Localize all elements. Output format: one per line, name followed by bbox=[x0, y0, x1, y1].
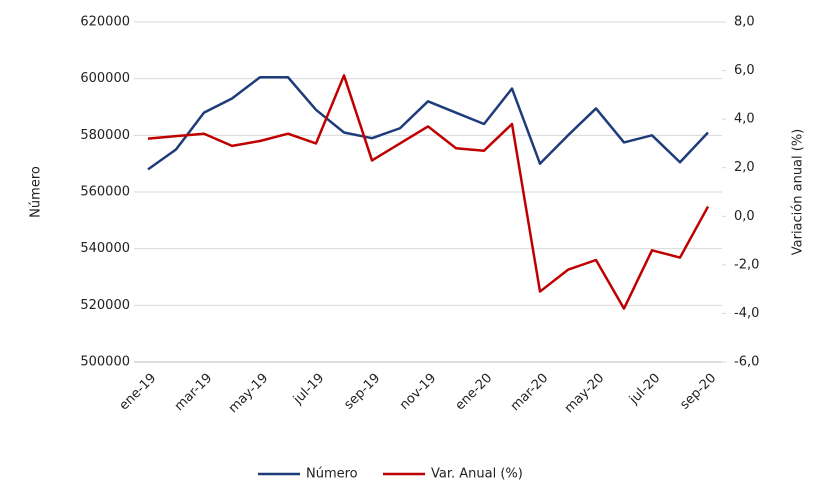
y2-tick-label: -4,0 bbox=[734, 306, 759, 321]
y-tick-label: 620000 bbox=[80, 15, 130, 30]
y2-axis-title: Variación anual (%) bbox=[791, 129, 806, 256]
x-tick-label: jul-20 bbox=[626, 371, 663, 408]
y2-tick-label: -6,0 bbox=[734, 355, 759, 370]
y2-tick-label: 2,0 bbox=[734, 160, 755, 175]
legend-label: Var. Anual (%) bbox=[431, 467, 523, 482]
y2-tick-label: 8,0 bbox=[734, 15, 755, 30]
y2-tick-label: 0,0 bbox=[734, 209, 755, 224]
y-tick-label: 580000 bbox=[80, 128, 130, 143]
y2-tick-label: 6,0 bbox=[734, 63, 755, 78]
line bbox=[147, 76, 709, 171]
y-tick-label: 540000 bbox=[80, 241, 130, 256]
y-tick-label: 500000 bbox=[80, 355, 130, 370]
x-tick-label: sep-19 bbox=[341, 371, 383, 413]
y-tick-label: 600000 bbox=[80, 71, 130, 86]
x-tick-label: mar-19 bbox=[172, 371, 215, 414]
x-tick-label: sep-20 bbox=[677, 371, 719, 413]
x-tick-label: ene-19 bbox=[117, 371, 160, 414]
x-tick-label: jul-19 bbox=[290, 371, 327, 408]
y2-tick-label: 4,0 bbox=[734, 112, 755, 127]
x-tick-label: may-20 bbox=[562, 371, 607, 416]
y-tick-label: 520000 bbox=[80, 298, 130, 313]
line bbox=[147, 74, 710, 310]
x-tick-label: may-19 bbox=[226, 371, 271, 416]
y2-tick-label: -2,0 bbox=[734, 257, 759, 272]
x-tick-label: mar-20 bbox=[508, 371, 551, 414]
y-axis-title: Número bbox=[29, 166, 44, 218]
y-tick-label: 560000 bbox=[80, 185, 130, 200]
legend-label: Número bbox=[306, 467, 358, 482]
x-tick-label: ene-20 bbox=[453, 371, 496, 414]
x-tick-label: nov-19 bbox=[397, 371, 439, 413]
